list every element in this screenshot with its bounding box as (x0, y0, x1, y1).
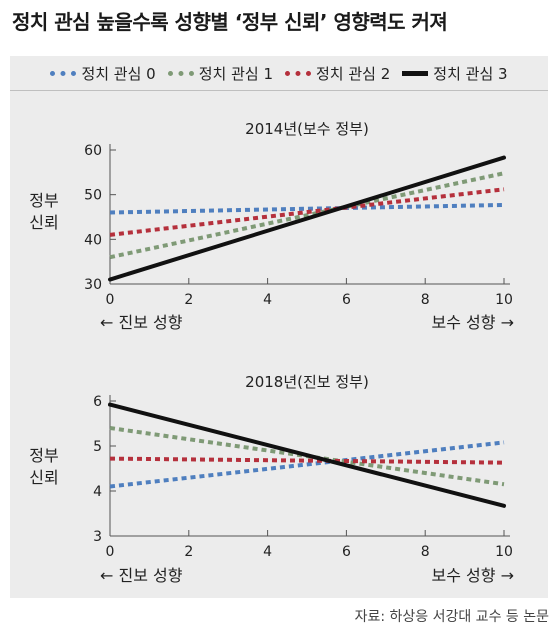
series-line-1-3 (108, 402, 506, 508)
legend-label-2: 정치 관심 2 (316, 64, 391, 83)
y-axis-label-0-1: 신뢰 (29, 213, 58, 232)
series-line-0-3 (108, 155, 506, 282)
y-axis-label-0-0: 정부 (29, 191, 58, 210)
chart-title-1: 2018년(진보 정부) (245, 373, 369, 391)
x-tick-label-1-3: 6 (342, 544, 351, 560)
y-tick-label-1-1: 4 (93, 484, 102, 500)
legend-label-0: 정치 관심 0 (81, 64, 156, 83)
x-tick-label-0-2: 4 (263, 292, 272, 308)
x-tick-label-0-3: 6 (342, 292, 351, 308)
y-tick-label-0-3: 60 (84, 143, 102, 159)
series-line-0-0 (109, 202, 505, 215)
chart-title-0: 2014년(보수 정부) (245, 120, 369, 138)
legend: 정치 관심 0 정치 관심 1 정치 관심 2 정치 관심 3 (10, 62, 548, 84)
y-tick-label-0-0: 30 (84, 277, 102, 293)
x-tick-label-1-1: 2 (184, 544, 193, 560)
x-right-label-0: 보수 성향 → (432, 313, 514, 332)
x-left-label-0: ← 진보 성향 (100, 313, 183, 332)
series-line-0-2 (109, 187, 505, 237)
x-tick-label-1-5: 10 (495, 544, 513, 560)
legend-item-3: 정치 관심 3 (402, 63, 508, 84)
x-tick-label-0-0: 0 (106, 292, 115, 308)
y-tick-label-1-0: 3 (93, 529, 102, 545)
legend-item-0: 정치 관심 0 (50, 63, 156, 84)
legend-swatch-1 (167, 70, 194, 76)
x-tick-label-1-0: 0 (106, 544, 115, 560)
y-tick-label-1-3: 6 (93, 394, 102, 410)
x-tick-label-1-2: 4 (263, 544, 272, 560)
series-line-0-1 (109, 171, 505, 260)
x-tick-label-0-4: 8 (421, 292, 430, 308)
source-note: 자료: 하상응 서강대 교수 등 논문 (354, 609, 549, 625)
y-axis-label-1-1: 신뢰 (29, 468, 58, 487)
x-tick-label-0-5: 10 (495, 292, 513, 308)
y-axis-label-1-0: 정부 (29, 446, 58, 465)
y-tick-label-0-1: 40 (84, 232, 102, 248)
x-right-label-1: 보수 성향 → (432, 566, 514, 585)
legend-swatch-0 (50, 70, 77, 76)
x-tick-label-1-4: 8 (421, 544, 430, 560)
headline: 정치 관심 높을수록 성향별 ‘정부 신뢰’ 영향력도 커져 (12, 10, 448, 34)
legend-item-2: 정치 관심 2 (285, 63, 390, 84)
series-line-1-0 (109, 440, 505, 489)
x-left-label-1: ← 진보 성향 (100, 566, 183, 585)
legend-swatch-2 (285, 70, 311, 76)
series-line-1-2 (109, 456, 505, 465)
x-tick-label-0-1: 2 (184, 292, 193, 308)
legend-item-1: 정치 관심 1 (167, 63, 273, 84)
legend-label-1: 정치 관심 1 (198, 64, 273, 83)
chart-panel: 정치 관심 0 정치 관심 1 정치 관심 2 정치 관심 3 2014년(보수… (10, 56, 548, 598)
y-tick-label-0-2: 50 (84, 188, 102, 204)
legend-label-3: 정치 관심 3 (433, 64, 508, 83)
legend-swatch-3 (402, 70, 429, 76)
legend-divider (10, 90, 548, 91)
y-tick-label-1-2: 5 (93, 439, 102, 455)
